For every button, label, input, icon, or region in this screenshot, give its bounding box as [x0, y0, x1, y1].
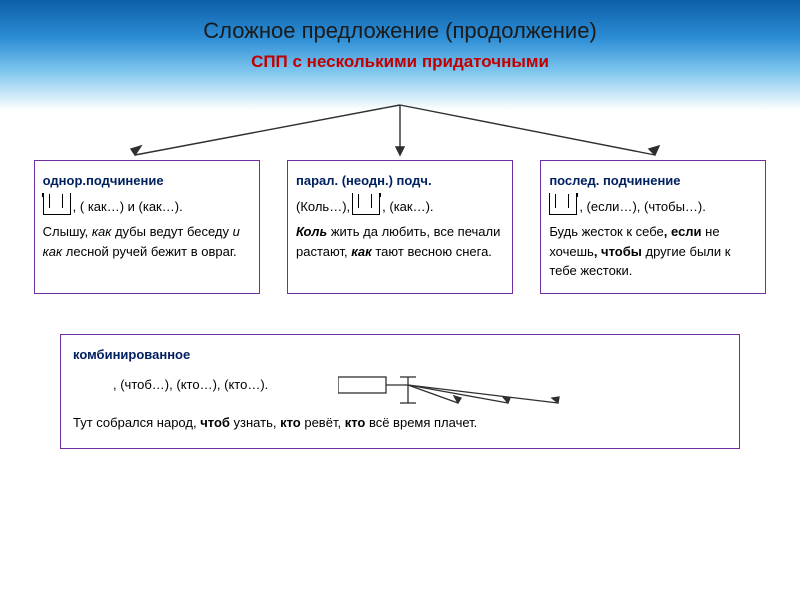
- box-parallel: парал. (неодн.) подч. (Коль…), , (как…).…: [287, 160, 513, 294]
- box-homogeneous: однор.подчинение , ( как…) и (как…). Слы…: [34, 160, 260, 294]
- schema-text: , ( как…) и (как…).: [73, 197, 183, 217]
- bracket-icon: [352, 197, 380, 215]
- page-title: Сложное предложение (продолжение): [0, 18, 800, 44]
- box-combined: комбинированное , (чтоб…), (кто…), (кто……: [60, 334, 740, 450]
- schema-text: , (если…), (чтобы…).: [579, 197, 706, 217]
- header: Сложное предложение (продолжение) СПП с …: [0, 0, 800, 110]
- box-title: парал. (неодн.) подч.: [296, 171, 504, 191]
- box-title: однор.подчинение: [43, 171, 251, 191]
- schema: , (если…), (чтобы…).: [549, 197, 757, 217]
- schema: , (чтоб…), (кто…), (кто…).: [113, 375, 268, 396]
- example: Тут собрался народ, чтоб узнать, кто рев…: [73, 413, 727, 434]
- page-subtitle: СПП с несколькими придаточными: [0, 52, 800, 72]
- schema-post: , (как…).: [382, 197, 433, 217]
- boxes-row: однор.подчинение , ( как…) и (как…). Слы…: [0, 160, 800, 294]
- box-title: послед. подчинение: [549, 171, 757, 191]
- combo-diagram: [338, 373, 588, 407]
- example: Будь жесток к себе, если не хочешь, чтоб…: [549, 222, 757, 281]
- combo-row: комбинированное , (чтоб…), (кто…), (кто……: [0, 334, 800, 450]
- bracket-icon: [549, 197, 577, 215]
- example: Коль жить да любить, все печали растают,…: [296, 222, 504, 261]
- schema: (Коль…), , (как…).: [296, 197, 504, 217]
- schema-text: , (чтоб…), (кто…), (кто…).: [113, 375, 268, 396]
- box-sequential: послед. подчинение , (если…), (чтобы…). …: [540, 160, 766, 294]
- branch-lines: [0, 100, 800, 160]
- box-title: комбинированное: [73, 345, 727, 366]
- schema: , ( как…) и (как…).: [43, 197, 251, 217]
- bracket-icon: [43, 197, 71, 215]
- schema-pre: (Коль…),: [296, 197, 350, 217]
- example: Слышу, как дубы ведут беседу и как лесно…: [43, 222, 251, 261]
